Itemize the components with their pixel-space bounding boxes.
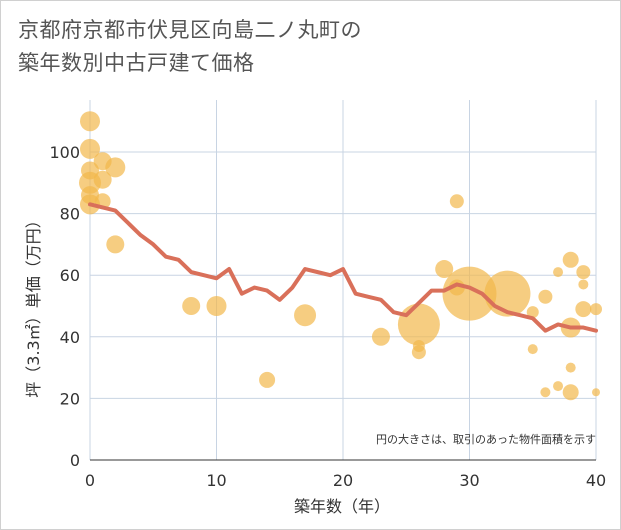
data-bubble xyxy=(576,265,591,280)
data-bubble xyxy=(484,270,531,317)
data-bubble xyxy=(371,327,390,346)
y-tick-label: 20 xyxy=(60,389,80,408)
title-line-2: 築年数別中古戸建て価格 xyxy=(18,51,255,75)
tick-labels: 0 20 40 60 80 100 0 10 20 30 40 xyxy=(49,143,606,490)
data-bubble xyxy=(93,170,112,189)
chart-title: 京都府京都市伏見区向島二ノ丸町の 築年数別中古戸建て価格 xyxy=(18,14,362,80)
x-tick-label: 40 xyxy=(586,471,606,490)
data-bubble xyxy=(553,381,564,392)
data-bubble xyxy=(294,304,317,327)
data-bubble xyxy=(80,111,100,132)
bubble-series xyxy=(79,111,602,401)
data-bubble xyxy=(106,235,125,254)
data-bubble xyxy=(105,157,126,178)
data-bubble xyxy=(538,289,553,304)
data-bubble xyxy=(562,251,579,268)
y-tick-label: 0 xyxy=(70,451,80,470)
data-bubble xyxy=(411,345,426,360)
y-axis-title: 坪（3.3㎡）単価（万円） xyxy=(24,212,43,397)
data-bubble xyxy=(526,306,539,319)
data-bubble xyxy=(527,344,538,355)
data-bubble xyxy=(553,267,564,278)
x-tick-label: 20 xyxy=(333,471,353,490)
data-bubble xyxy=(592,388,600,397)
data-bubble xyxy=(442,266,497,321)
y-tick-label: 100 xyxy=(49,143,80,162)
x-tick-label: 0 xyxy=(85,471,95,490)
trend-line-group xyxy=(88,202,598,333)
title-line-1: 京都府京都市伏見区向島二ノ丸町の xyxy=(18,18,362,42)
data-bubble xyxy=(182,297,201,315)
data-bubble xyxy=(397,303,440,346)
x-tick-label: 30 xyxy=(459,471,479,490)
data-bubble xyxy=(565,362,576,373)
x-axis-title: 築年数（年） xyxy=(294,497,390,516)
data-bubble xyxy=(562,384,579,401)
data-bubble xyxy=(449,194,464,209)
data-bubble xyxy=(435,260,454,279)
y-tick-label: 60 xyxy=(60,266,80,285)
trend-line xyxy=(88,202,598,333)
grid-lines xyxy=(89,100,597,461)
data-bubble xyxy=(540,387,551,398)
x-tick-label: 10 xyxy=(206,471,226,490)
data-bubble xyxy=(206,296,227,316)
data-bubble xyxy=(578,279,589,290)
size-note: 円の大きさは、取引のあった物件面積を示す xyxy=(376,432,596,446)
data-bubble xyxy=(590,303,602,316)
y-tick-label: 80 xyxy=(60,205,80,224)
data-bubble xyxy=(259,371,276,388)
y-tick-label: 40 xyxy=(60,328,80,347)
data-bubble xyxy=(575,301,592,318)
data-bubble xyxy=(80,138,100,159)
